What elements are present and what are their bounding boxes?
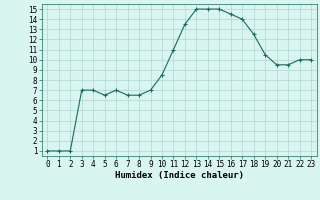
X-axis label: Humidex (Indice chaleur): Humidex (Indice chaleur) xyxy=(115,171,244,180)
